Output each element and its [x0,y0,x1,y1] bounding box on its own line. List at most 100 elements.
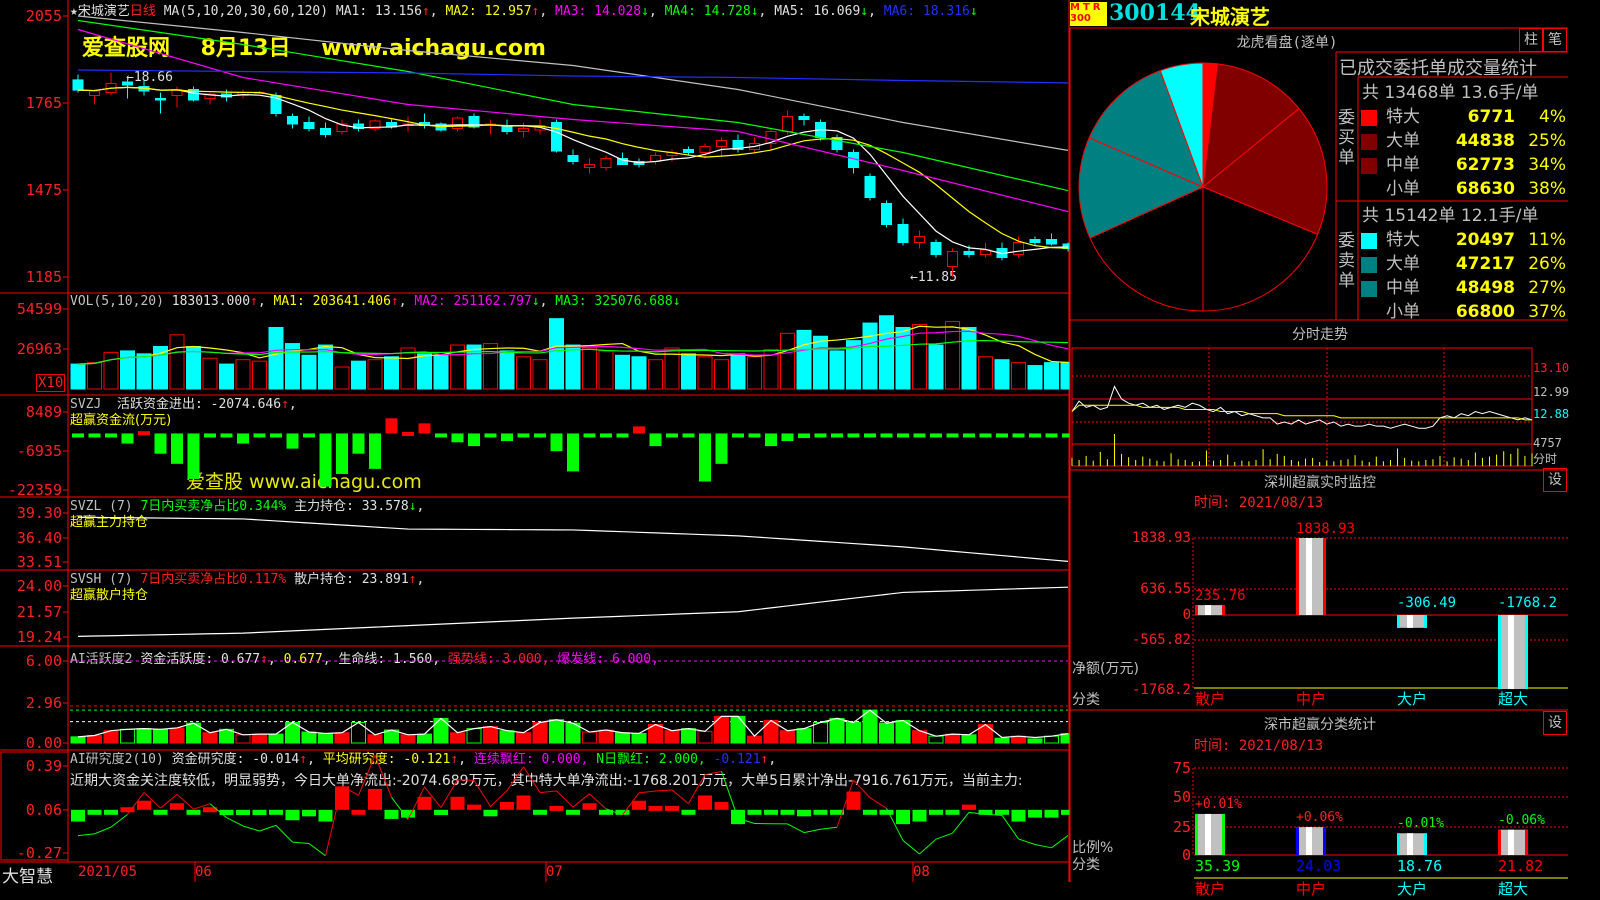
research-bar [879,809,894,815]
flow-bar [369,433,381,469]
research-line [341,785,359,796]
candle-body [89,90,100,96]
flow-bar [930,433,942,438]
pie-slice [1202,186,1319,312]
stock-title: 宋城演艺 [77,4,130,19]
order-type-label: 大单 [1386,254,1420,274]
research-line [919,838,937,855]
classify-settings-button[interactable]: 设 [1543,711,1567,735]
header-segment: ↑ [531,4,540,19]
svsh-header: SVSH (7) 7日内买卖净占比0.117% 散户持仓: 23.891↑, [70,572,424,587]
classify-category: 超大 [1498,880,1529,898]
research-line [160,794,178,809]
flow-bar [1045,433,1058,438]
flow-bar [781,433,794,442]
classify-category: 散户 [1195,880,1226,898]
research-line [325,785,343,856]
volume-bar [895,326,911,390]
volume-bar [516,356,531,390]
header-segment: AI活跃度2 [70,652,141,667]
pie-slice [1202,107,1328,236]
activity-bar [268,733,284,744]
flow-bar [418,423,431,434]
classify-bar [1397,833,1427,855]
classify-ylabel: 比例% [1072,840,1114,856]
research-bar [236,809,250,816]
flow-bar [88,433,101,438]
y-tick-label: 0.00 [25,734,62,752]
header-segment: ↑ [250,294,258,309]
intraday-vol-label: 4757 [1533,436,1562,450]
volume-bar [697,356,713,390]
main-chart-area[interactable] [0,0,1070,882]
bar-mode-button[interactable]: 柱 [1519,28,1543,52]
svzl-values: SVZL (7) 7日内买卖净占比0.344% 主力持仓: 33.578↓, [70,499,424,514]
research-line [391,796,409,820]
monitor-category: 大户 [1397,690,1428,708]
research-line [787,823,805,834]
ai-research-header: AI研究度2(10) 资金研究度: -0.014↑, 平均研究度: -0.121… [70,752,776,768]
research-line [671,789,689,805]
monitor-settings-button[interactable]: 设 [1543,468,1567,492]
tick-mode-button[interactable]: 笔 [1543,28,1567,52]
activity-bar [961,734,977,744]
monitor-bar-edge [1424,615,1427,628]
monitor-bar-highlight [1306,538,1312,615]
classify-bar-highlight [1205,813,1211,855]
volume-bar [70,363,86,390]
activity-bar [87,734,102,744]
legend-swatch [1361,281,1377,297]
intraday-price-line [1071,385,1533,429]
classify-y-label: 75 [1172,759,1191,777]
activity-bar [153,728,168,744]
flow-bar [864,433,876,438]
monitor-bar-label: -1768.2 [1498,595,1558,611]
research-line [242,825,260,832]
classify-bar [1296,827,1326,855]
research-bar [714,802,729,810]
volume-bar [169,334,185,390]
flow-bar [814,433,827,438]
flow-bar [385,418,398,434]
research-bar [137,800,151,810]
legend-swatch [1361,305,1377,321]
header-segment: , [257,294,274,309]
header-segment: , [322,652,339,667]
classify-bar-edge [1323,827,1326,855]
flow-bar [501,433,513,442]
activity-bar [994,737,1010,744]
legend-swatch [1361,134,1377,150]
y-tick-label: -22359 [7,481,62,499]
header-segment: ↓ [750,4,759,19]
classify-bar-highlight [1407,833,1413,855]
order-percent: 4% [1539,107,1566,127]
research-bar [516,795,531,810]
classify-category: 中户 [1296,880,1327,898]
activity-bar [747,735,762,744]
ai-active-values: AI活跃度2 资金活跃度: 0.677↑, 0.677, 生命线: 1.560,… [70,652,659,667]
order-percent: 25% [1528,131,1566,151]
research-line [935,832,953,840]
monitor-bar-edge [1323,538,1326,615]
volume-bar [268,326,284,390]
period-label[interactable]: 日线 [129,4,156,19]
research-bar [1011,809,1026,822]
candle-body [336,123,348,132]
intraday-frame [1071,347,1533,467]
flow-bar [880,433,893,438]
activity-bar [136,728,152,744]
candle-body [963,251,975,255]
flow-bar [154,433,167,454]
ai-active-header: AI活跃度2 资金活跃度: 0.677↑, 0.677, 生命线: 1.560,… [70,648,659,667]
header-segment: , [267,652,284,667]
flow-bar [220,433,233,438]
header-segment: , [458,752,474,767]
flow-bar [319,433,332,487]
research-line [589,793,607,810]
volume-bar [1027,365,1043,390]
header-segment: ↑ [760,752,769,767]
monitor-y-label: 1838.93 [1131,530,1191,546]
classify-bar-edge [1195,813,1198,855]
research-bar [467,804,481,810]
candle-body [320,128,331,135]
